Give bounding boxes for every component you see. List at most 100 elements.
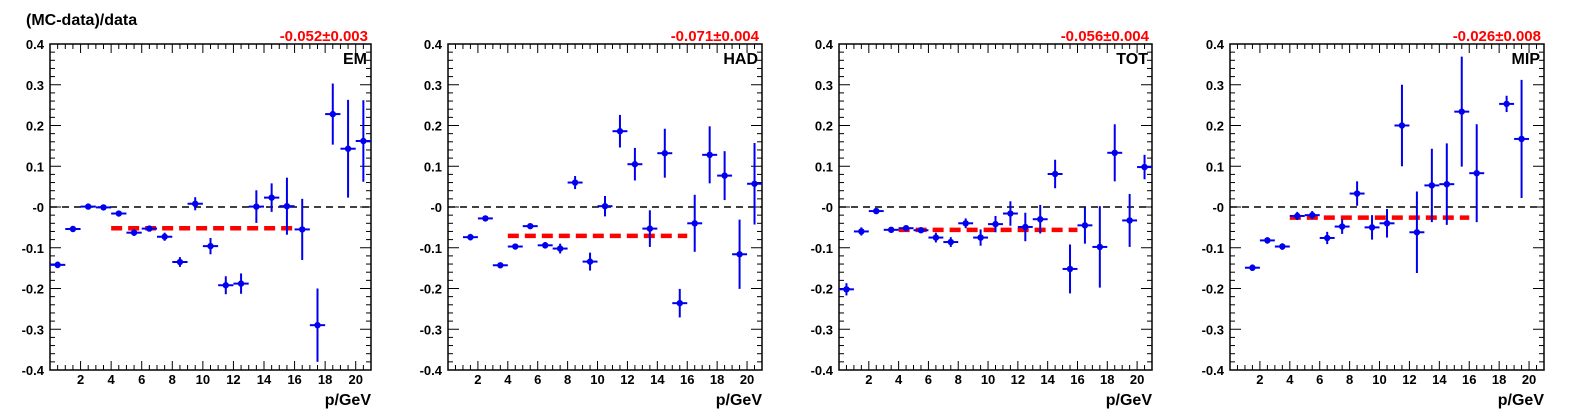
y-tick-label: -0.3 xyxy=(811,322,833,337)
y-tick-label: -0.1 xyxy=(811,241,833,256)
y-tick-label: -0 xyxy=(32,200,44,215)
marker xyxy=(1279,243,1286,250)
marker xyxy=(1353,190,1361,197)
marker xyxy=(887,226,895,234)
data-point xyxy=(1122,193,1138,247)
data-point xyxy=(80,203,96,210)
data-point xyxy=(325,83,341,145)
marker xyxy=(1141,163,1148,171)
marker xyxy=(736,251,743,258)
marker xyxy=(571,179,579,186)
marker xyxy=(1249,264,1256,271)
marker xyxy=(616,128,624,135)
y-tick-label: 0.4 xyxy=(1206,37,1225,52)
marker xyxy=(1458,108,1465,115)
data-point xyxy=(943,237,959,247)
y-tick-label: 0.2 xyxy=(424,119,442,134)
y-tick-label: 0.3 xyxy=(424,78,442,93)
y-tick-label: 0.4 xyxy=(26,37,45,52)
x-tick-label: 8 xyxy=(955,372,962,387)
data-point xyxy=(732,219,748,289)
x-tick-label: 4 xyxy=(504,372,512,387)
data-point xyxy=(1499,95,1515,113)
x-tick-label: 4 xyxy=(895,372,903,387)
marker xyxy=(512,243,519,250)
data-point xyxy=(582,252,598,271)
marker xyxy=(1096,243,1104,251)
marker xyxy=(843,286,850,293)
marker xyxy=(100,204,107,211)
y-tick-label: 0.1 xyxy=(26,159,44,174)
y-tick-label: 0.2 xyxy=(26,119,44,134)
marker xyxy=(556,245,564,252)
x-tick-label: 14 xyxy=(1040,372,1055,387)
fit-value-label: -0.056±0.004 xyxy=(1061,28,1150,45)
marker xyxy=(329,110,336,118)
data-point xyxy=(309,288,326,362)
data-point xyxy=(1364,215,1380,240)
x-tick-label: 16 xyxy=(1070,372,1084,387)
y-tick-label: 0.3 xyxy=(815,78,833,93)
marker xyxy=(601,202,609,210)
data-point xyxy=(141,225,157,232)
data-point xyxy=(702,126,718,184)
x-tick-label: 16 xyxy=(1462,372,1476,387)
y-tick-label: -0.1 xyxy=(22,241,44,256)
marker xyxy=(586,258,594,265)
marker xyxy=(1081,222,1089,229)
marker xyxy=(222,282,229,289)
marker xyxy=(1503,100,1510,108)
x-axis-title: p/GeV xyxy=(1106,392,1153,409)
x-tick-label: 4 xyxy=(1286,372,1294,387)
data-point xyxy=(340,99,356,198)
x-tick-label: 20 xyxy=(1130,372,1144,387)
marker xyxy=(344,145,352,152)
data-point xyxy=(1274,243,1290,250)
marker xyxy=(947,238,954,246)
x-tick-label: 12 xyxy=(1011,372,1025,387)
marker xyxy=(1264,237,1271,244)
y-tick-label: -0.4 xyxy=(22,363,45,378)
data-point xyxy=(958,218,974,229)
marker xyxy=(992,220,999,228)
x-tick-label: 2 xyxy=(865,372,872,387)
marker xyxy=(497,262,504,269)
y-tick-label: 0.3 xyxy=(26,78,44,93)
marker xyxy=(161,233,168,240)
marker xyxy=(1518,135,1525,143)
marker xyxy=(932,234,940,241)
data-point xyxy=(597,195,613,217)
y-tick-label: 0.1 xyxy=(424,159,442,174)
data-point xyxy=(1424,148,1440,223)
marker xyxy=(1309,211,1316,219)
x-tick-label: 2 xyxy=(1256,372,1263,387)
marker xyxy=(1051,170,1059,178)
data-point xyxy=(218,276,234,295)
data-point xyxy=(913,227,929,234)
marker xyxy=(1368,224,1376,231)
marker xyxy=(1126,217,1133,224)
data-point xyxy=(1047,159,1063,189)
y-tick-label: 0.2 xyxy=(815,119,833,134)
x-tick-label: 6 xyxy=(1316,372,1323,387)
data-point xyxy=(898,224,914,232)
data-point xyxy=(537,242,553,249)
marker xyxy=(283,202,291,210)
data-point xyxy=(522,222,538,230)
data-point xyxy=(868,207,884,215)
x-tick-label: 4 xyxy=(108,372,116,387)
data-point xyxy=(1244,264,1260,271)
data-point xyxy=(747,143,762,225)
marker xyxy=(706,151,713,159)
data-point xyxy=(1077,207,1093,244)
x-axis-title: p/GeV xyxy=(716,392,763,409)
marker xyxy=(1294,212,1301,220)
x-tick-label: 8 xyxy=(169,372,176,387)
data-point xyxy=(1032,204,1048,234)
marker xyxy=(1037,216,1044,223)
marker xyxy=(1428,182,1436,189)
marker xyxy=(1007,210,1014,217)
data-point xyxy=(1289,211,1305,221)
y-tick-label: -0.3 xyxy=(22,322,44,337)
data-point xyxy=(1349,181,1365,206)
